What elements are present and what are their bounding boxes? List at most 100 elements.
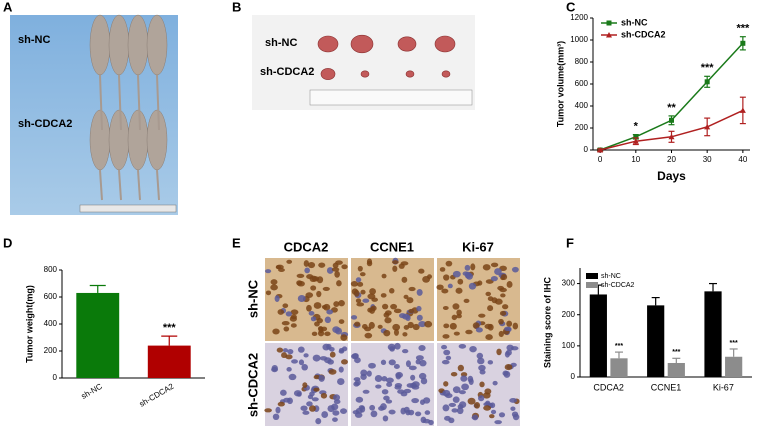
cell bbox=[360, 289, 366, 295]
cell bbox=[461, 383, 469, 391]
cell bbox=[355, 277, 362, 283]
cell bbox=[442, 404, 450, 412]
bar bbox=[610, 358, 628, 377]
cell bbox=[452, 386, 461, 394]
annotation: *** bbox=[672, 349, 680, 356]
cell bbox=[485, 291, 492, 297]
cell bbox=[332, 410, 340, 416]
cell bbox=[324, 316, 332, 324]
cell bbox=[416, 288, 423, 296]
cell bbox=[306, 304, 312, 312]
cell bbox=[383, 329, 391, 337]
cell bbox=[443, 349, 451, 356]
cell bbox=[303, 260, 310, 267]
cell bbox=[499, 265, 507, 272]
cell bbox=[356, 302, 365, 307]
bar bbox=[667, 362, 685, 377]
annotation: *** bbox=[163, 322, 177, 334]
cell bbox=[352, 410, 360, 415]
cell bbox=[478, 313, 486, 318]
tumor bbox=[405, 70, 415, 78]
cell bbox=[450, 372, 458, 377]
y-tick-label: 0 bbox=[584, 145, 589, 154]
cell bbox=[377, 324, 383, 329]
cell bbox=[503, 370, 511, 378]
cell bbox=[415, 355, 424, 361]
cell bbox=[478, 364, 486, 371]
cell bbox=[355, 396, 364, 403]
cell bbox=[282, 303, 289, 309]
cell bbox=[464, 264, 471, 271]
cell bbox=[419, 359, 427, 367]
cell bbox=[407, 321, 414, 329]
cell bbox=[335, 260, 343, 265]
tumor bbox=[360, 70, 370, 78]
cell bbox=[278, 267, 285, 273]
panel-label: F bbox=[566, 235, 574, 250]
cell bbox=[509, 398, 518, 403]
cell bbox=[291, 359, 298, 364]
row-label: sh-NC bbox=[245, 279, 260, 318]
cell bbox=[277, 309, 285, 315]
cell bbox=[412, 323, 420, 331]
cell bbox=[368, 362, 376, 369]
cell bbox=[472, 322, 480, 329]
cell bbox=[456, 309, 462, 316]
cell bbox=[302, 382, 308, 388]
legend-label: sh-NC bbox=[601, 273, 621, 280]
tumor bbox=[320, 68, 336, 80]
annotation: *** bbox=[730, 340, 738, 347]
cell bbox=[394, 385, 402, 390]
cell bbox=[313, 374, 321, 380]
cell bbox=[360, 369, 368, 377]
cell bbox=[510, 406, 516, 411]
cell bbox=[439, 267, 446, 272]
cell bbox=[443, 323, 450, 329]
ruler bbox=[79, 204, 177, 213]
cell bbox=[321, 411, 329, 419]
annotation: *** bbox=[736, 23, 750, 35]
cell bbox=[505, 349, 512, 356]
bar bbox=[76, 292, 120, 378]
cell bbox=[424, 410, 431, 415]
cell bbox=[411, 385, 420, 390]
cell bbox=[382, 303, 389, 310]
column-label: CCNE1 bbox=[370, 239, 414, 254]
cell bbox=[338, 319, 345, 324]
y-tick-label: 400 bbox=[575, 101, 589, 110]
cell bbox=[389, 346, 395, 352]
cell bbox=[467, 397, 476, 405]
cell bbox=[285, 354, 293, 360]
cell bbox=[477, 357, 485, 365]
legend-label: sh-CDCA2 bbox=[621, 29, 666, 39]
cell bbox=[296, 280, 303, 286]
cell bbox=[350, 315, 358, 320]
cell bbox=[395, 373, 402, 380]
cell bbox=[418, 320, 427, 328]
cell bbox=[479, 381, 485, 388]
panel-label: B bbox=[232, 0, 241, 14]
panel-label: A bbox=[3, 0, 13, 14]
cell bbox=[300, 405, 308, 411]
cell bbox=[465, 329, 473, 335]
marker bbox=[669, 117, 674, 123]
cell bbox=[264, 408, 272, 413]
cell bbox=[452, 396, 460, 403]
cell bbox=[405, 315, 411, 322]
y-tick-label: 600 bbox=[575, 79, 589, 88]
annotation: ** bbox=[667, 102, 676, 114]
tumors bbox=[317, 34, 456, 80]
cell bbox=[328, 369, 337, 375]
cell bbox=[287, 348, 294, 355]
cell bbox=[367, 293, 376, 300]
cell bbox=[282, 348, 289, 353]
cell bbox=[283, 326, 290, 332]
cell bbox=[455, 287, 463, 294]
x-tick-label: CDCA2 bbox=[593, 382, 624, 392]
cell bbox=[326, 309, 334, 315]
cell bbox=[476, 352, 484, 359]
cell bbox=[393, 308, 402, 314]
cell bbox=[453, 331, 460, 336]
cell bbox=[512, 413, 520, 421]
y-tick-label: 100 bbox=[562, 341, 576, 350]
